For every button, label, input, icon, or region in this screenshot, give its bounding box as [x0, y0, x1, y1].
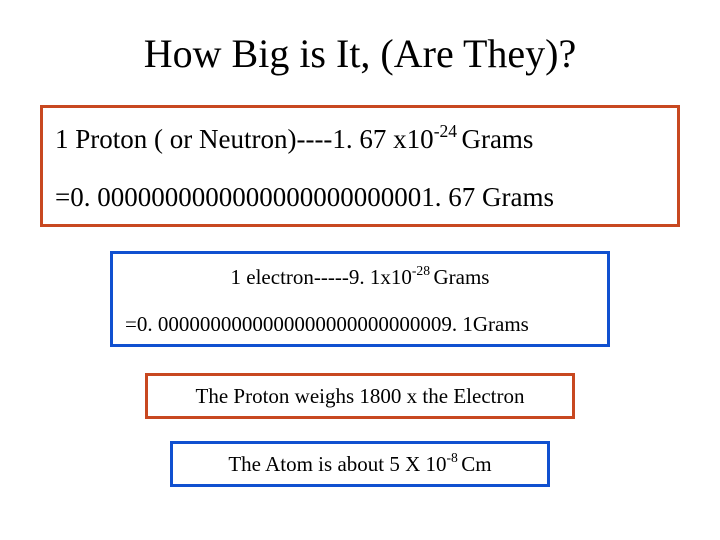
- electron-mass-box: 1 electron-----9. 1x10-28 Grams =0. 0000…: [110, 251, 610, 347]
- proton-mass-decimal: =0. 0000000000000000000000001. 67 Grams: [53, 177, 667, 218]
- atom-size-box: The Atom is about 5 X 10-8 Cm: [170, 441, 550, 487]
- electron-mass-decimal: =0. 0000000000000000000000000009. 1Grams: [121, 309, 599, 341]
- electron-mass-suffix: Grams: [433, 265, 489, 289]
- atom-size-suffix: Cm: [461, 452, 491, 476]
- proton-mass-exponent: -24: [434, 121, 462, 141]
- proton-mass-sci: 1 Proton ( or Neutron)----1. 67 x10-24 G…: [53, 119, 667, 160]
- proton-mass-box: 1 Proton ( or Neutron)----1. 67 x10-24 G…: [40, 105, 680, 227]
- electron-mass-sci: 1 electron-----9. 1x10-28 Grams: [121, 262, 599, 294]
- proton-electron-ratio-box: The Proton weighs 1800 x the Electron: [145, 373, 575, 419]
- atom-size-exponent: -8: [447, 450, 462, 465]
- proton-mass-prefix: 1 Proton ( or Neutron)----1. 67 x10: [55, 124, 434, 154]
- slide-title: How Big is It, (Are They)?: [40, 30, 680, 77]
- atom-size-text: The Atom is about 5 X 10-8 Cm: [228, 451, 491, 477]
- atom-size-prefix: The Atom is about 5 X 10: [228, 452, 446, 476]
- electron-mass-prefix: 1 electron-----9. 1x10: [231, 265, 412, 289]
- electron-mass-exponent: -28: [412, 263, 434, 278]
- proton-electron-ratio-text: The Proton weighs 1800 x the Electron: [196, 384, 525, 409]
- proton-mass-suffix: Grams: [461, 124, 533, 154]
